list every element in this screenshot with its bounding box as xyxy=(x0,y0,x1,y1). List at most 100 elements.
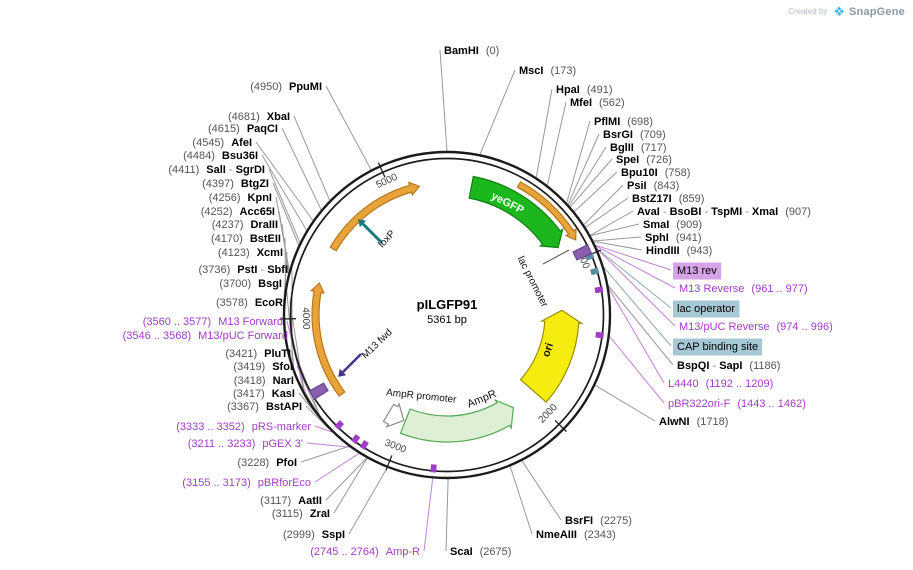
site-label-bsgi[interactable]: (3700) BsgI xyxy=(219,278,282,290)
feature-label-ori: ori xyxy=(540,341,556,358)
snapgene-logo-icon: ❖ xyxy=(833,4,845,19)
callout-pbrforeco xyxy=(314,452,360,483)
site-label-scai[interactable]: ScaI (2675) xyxy=(450,546,511,558)
site-label-draiii[interactable]: (4237) DraIII xyxy=(212,219,278,231)
site-label-pbrforeco[interactable]: (3155 .. 3173) pBRforEco xyxy=(182,477,311,489)
site-label-sspi[interactable]: (2999) SspI xyxy=(283,529,345,541)
site-label-bamhi[interactable]: BamHI (0) xyxy=(444,45,499,57)
site-label-smai[interactable]: SmaI (909) xyxy=(643,219,702,231)
site-label-kpni[interactable]: (4256) KpnI xyxy=(209,192,272,204)
feature-m13-rev-site[interactable] xyxy=(572,243,593,261)
site-label-ecori[interactable]: (3578) EcoRI xyxy=(216,297,286,309)
callout-bsgi xyxy=(285,282,295,376)
site-label-bsteii[interactable]: (4170) BstEII xyxy=(211,233,281,245)
tick-2000 xyxy=(554,420,567,433)
site-label-psti-sbfi[interactable]: (3736) PstI - SbfI xyxy=(198,264,288,276)
callout-afei xyxy=(255,141,314,221)
site-label-bsrfi[interactable]: BsrFI (2275) xyxy=(565,515,632,527)
callout-bspqi-sapi xyxy=(607,285,674,366)
site-label-btgzi[interactable]: (4397) BtgZI xyxy=(202,178,269,190)
feature-label-ampr-promoter: AmpR promoter xyxy=(386,387,458,405)
site-label-pfoi[interactable]: (3228) PfoI xyxy=(237,457,297,469)
callout-bpu10i xyxy=(573,171,618,212)
site-label-acc65i[interactable]: (4252) Acc65I xyxy=(201,206,275,218)
glyph-m13-fwd-arrowhead-icon xyxy=(338,368,347,377)
site-label-kasi[interactable]: (3417) KasI xyxy=(233,388,295,400)
glyph-loxp-shaft[interactable] xyxy=(361,222,384,245)
site-label-avai-bsobi-tspmi-xmai[interactable]: AvaI - BsoBI - TspMI - XmaI (907) xyxy=(637,206,811,218)
callout-pgex-3 xyxy=(306,442,350,448)
highlight-box-lac-operator xyxy=(673,300,740,318)
feature-label-m13-fwd: M13 fwd xyxy=(360,327,395,361)
site-label-xbai[interactable]: (4681) XbaI xyxy=(228,111,290,123)
site-label-sfoi[interactable]: (3419) SfoI xyxy=(233,361,293,373)
glyph-m13-fwd-shaft[interactable] xyxy=(342,353,362,373)
site-label-m13-reverse[interactable]: M13 Reverse (961 .. 977) xyxy=(679,283,808,295)
site-label-bglii[interactable]: BglII (717) xyxy=(610,142,667,154)
callout-m13-rev xyxy=(595,244,672,271)
site-label-bsu36i[interactable]: (4484) Bsu36I xyxy=(183,150,258,162)
site-label-sali-sgrdi[interactable]: (4411) SalI - SgrDI xyxy=(168,164,265,176)
feature-promoter-arc-top[interactable] xyxy=(516,181,577,241)
site-label-l4440[interactable]: L4440 (1192 .. 1209) xyxy=(668,378,773,390)
callout-mfei xyxy=(546,101,567,186)
callout-bsrfi xyxy=(521,460,562,521)
site-label-bsrgi[interactable]: BsrGI (709) xyxy=(603,129,666,141)
callout-aatii xyxy=(325,457,368,501)
site-label-bspqi-sapi[interactable]: BspQI - SapI (1186) xyxy=(677,360,780,372)
site-label-xcmi[interactable]: (4123) XcmI xyxy=(218,247,283,259)
callout-sspi xyxy=(348,467,388,535)
feature-orange-arc-upper-left[interactable] xyxy=(329,181,421,252)
feature-m13-fwd-site[interactable] xyxy=(308,382,329,401)
site-label-m13-puc-forward[interactable]: (3546 .. 3568) M13/pUC Forward xyxy=(123,330,288,342)
site-mark-3222 xyxy=(351,434,361,444)
site-mark-2755 xyxy=(430,464,437,473)
callout-m13-puc-reverse xyxy=(596,248,676,327)
site-label-nari[interactable]: (3418) NarI xyxy=(234,375,294,387)
site-label-spei[interactable]: SpeI (726) xyxy=(616,154,672,166)
callout-smai xyxy=(590,223,640,237)
site-mark-1095 xyxy=(590,267,600,276)
callout-pfoi xyxy=(300,445,349,463)
site-label-paqci[interactable]: (4615) PaqCI xyxy=(208,123,278,135)
site-label-lac-operator[interactable]: lac operator xyxy=(677,303,735,315)
site-label-pluti[interactable]: (3421) PluTI xyxy=(225,348,291,360)
site-label-pflmi[interactable]: PflMI (698) xyxy=(594,116,653,128)
site-label-amp-r[interactable]: (2745 .. 2764) Amp-R xyxy=(310,546,420,558)
site-label-cap-binding-site[interactable]: CAP binding site xyxy=(677,341,758,353)
site-label-bstapi[interactable]: (3367) BstAPI xyxy=(227,401,302,413)
site-label-mfei[interactable]: MfeI (562) xyxy=(570,97,625,109)
site-label-nmeaiii[interactable]: NmeAIII (2343) xyxy=(536,529,616,541)
callout-pflmi xyxy=(566,120,591,204)
site-label-afei[interactable]: (4545) AfeI xyxy=(192,137,252,149)
callout-bglii xyxy=(568,146,607,206)
feature-orange-arc-lower-left[interactable] xyxy=(309,282,346,398)
site-label-bpu10i[interactable]: Bpu10I (758) xyxy=(621,167,690,179)
site-label-psii[interactable]: PsiI (843) xyxy=(627,180,679,192)
callout-ppumi xyxy=(325,85,372,170)
site-label-alwni[interactable]: AlwNI (1718) xyxy=(659,416,728,428)
feature-ampr-promoter[interactable] xyxy=(382,402,405,428)
site-label-prs-marker[interactable]: (3333 .. 3352) pRS-marker xyxy=(176,421,311,433)
callout-avai-bsobi-tspmi-xmai xyxy=(590,210,634,236)
site-label-pbr322ori-f[interactable]: pBR322ori-F (1443 .. 1462) xyxy=(668,398,806,410)
callout-bsrgi xyxy=(567,133,600,205)
site-label-hindiii[interactable]: HindIII (943) xyxy=(646,245,712,257)
feature-ori[interactable] xyxy=(519,309,584,403)
callout-bamhi xyxy=(439,49,448,152)
site-label-aatii[interactable]: (3117) AatII xyxy=(260,495,322,507)
callout-alwni xyxy=(594,384,656,422)
site-label-hpai[interactable]: HpaI (491) xyxy=(556,84,613,96)
callout-zrai xyxy=(333,457,368,514)
site-label-bstz17i[interactable]: BstZ17I (859) xyxy=(632,193,704,205)
site-label-m13-puc-reverse[interactable]: M13/pUC Reverse (974 .. 996) xyxy=(679,321,833,333)
site-label-m13-rev[interactable]: M13 rev xyxy=(677,265,717,277)
site-label-pgex-3[interactable]: (3211 .. 3233) pGEX 3' xyxy=(188,438,303,450)
site-label-msci[interactable]: MscI (173) xyxy=(519,65,576,77)
site-label-zrai[interactable]: (3115) ZraI xyxy=(272,508,330,520)
feature-ampr[interactable] xyxy=(399,398,515,443)
site-label-m13-forward[interactable]: (3560 .. 3577) M13 Forward xyxy=(143,316,283,328)
feature-yegfp[interactable] xyxy=(468,175,564,249)
site-label-sphi[interactable]: SphI (941) xyxy=(645,232,702,244)
site-label-ppumi[interactable]: (4950) PpuMI xyxy=(250,81,322,93)
